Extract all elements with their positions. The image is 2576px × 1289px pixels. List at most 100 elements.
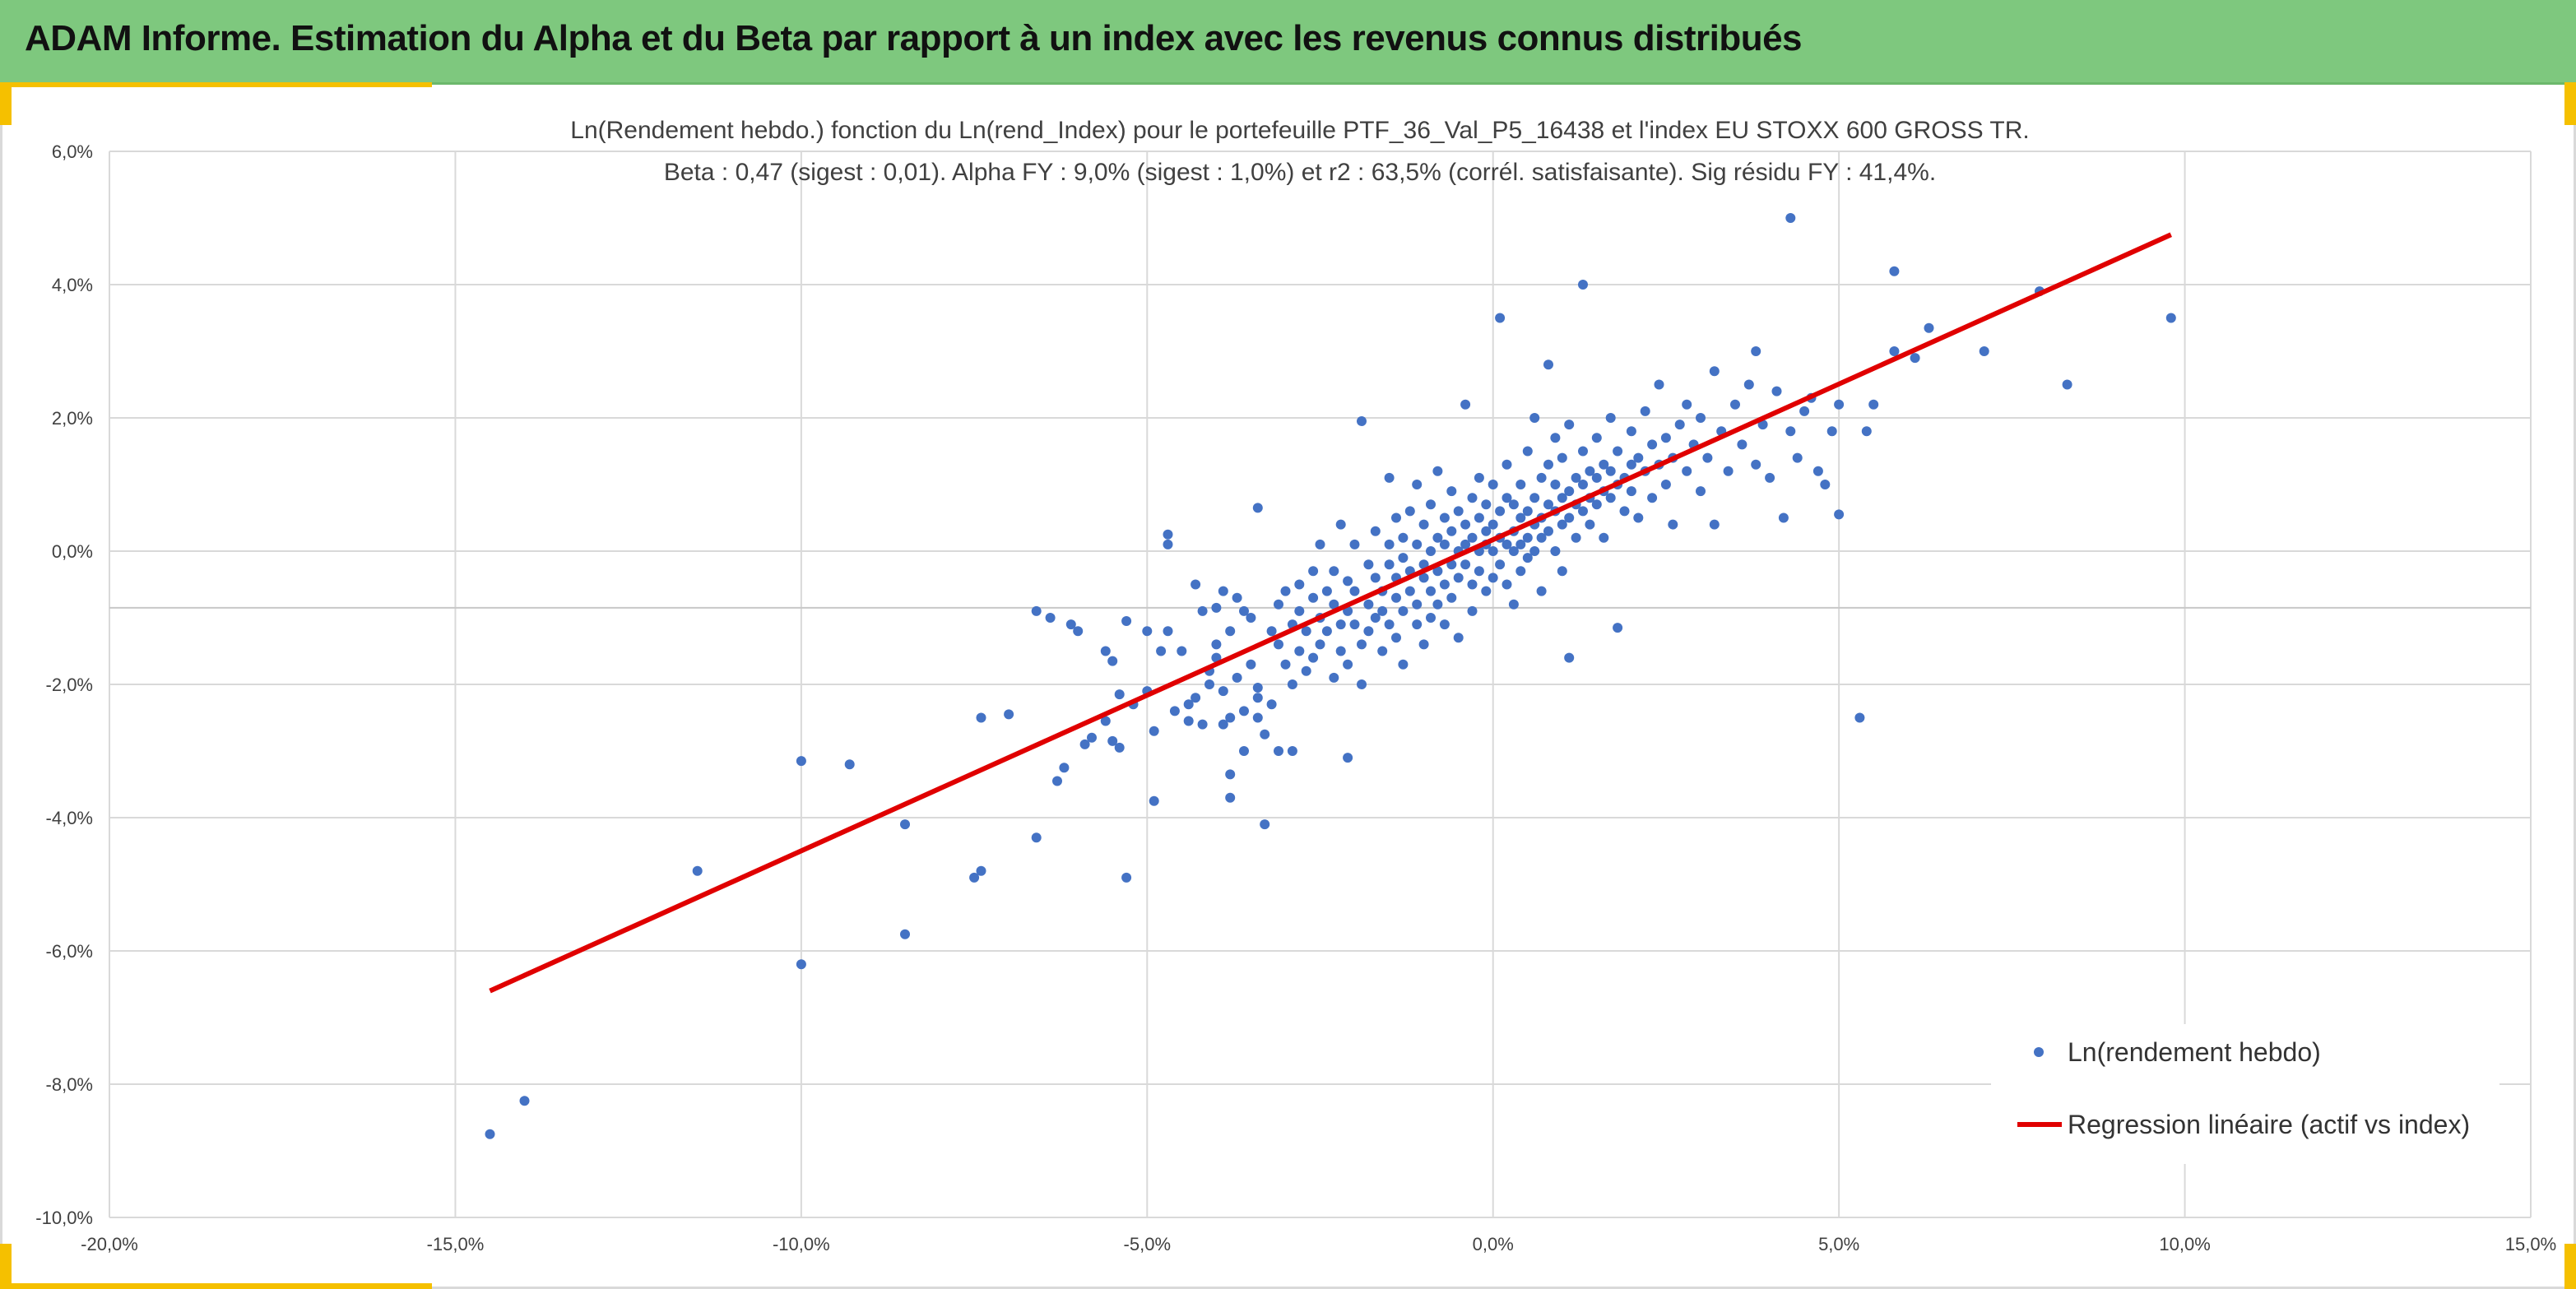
data-point (1287, 746, 1297, 756)
data-point (1163, 539, 1173, 549)
data-point (1329, 566, 1339, 577)
data-point (1432, 566, 1443, 577)
data-point (1260, 729, 1270, 740)
data-point (1481, 499, 1492, 510)
data-point (1515, 480, 1526, 489)
data-point (1377, 646, 1388, 656)
data-point (1391, 592, 1401, 603)
data-point (1377, 605, 1388, 616)
accent-bar-top-left (0, 82, 432, 87)
data-point (1191, 579, 1201, 590)
data-point (1495, 559, 1506, 570)
data-point (2165, 313, 2176, 323)
data-point (1308, 566, 1319, 577)
data-point (1432, 599, 1443, 610)
data-point (1633, 452, 1644, 463)
data-point (1391, 512, 1401, 523)
data-point (1398, 659, 1409, 670)
data-point (1481, 526, 1492, 536)
data-point (1418, 559, 1429, 570)
data-point (1432, 466, 1443, 476)
accent-bar-bottom-left (0, 1283, 432, 1289)
data-point (1529, 493, 1540, 503)
data-point (1453, 506, 1464, 517)
data-point (1474, 512, 1484, 523)
data-point (1343, 576, 1353, 587)
data-point (1868, 399, 1879, 410)
data-point (1467, 579, 1478, 590)
x-tick-label: -20,0% (81, 1234, 138, 1254)
data-point (1585, 519, 1595, 530)
data-point (1730, 399, 1740, 410)
data-point (1384, 472, 1395, 483)
data-point (1585, 466, 1595, 476)
data-point (1467, 605, 1478, 616)
data-point (1696, 413, 1706, 423)
data-point (1335, 646, 1346, 656)
data-point (1785, 213, 1796, 223)
data-point (1149, 726, 1159, 736)
data-point (1591, 472, 1602, 483)
data-point (1460, 399, 1471, 410)
data-point (1647, 439, 1658, 450)
data-point (1467, 493, 1478, 503)
data-point (1826, 426, 1837, 437)
data-point (1280, 659, 1291, 670)
data-point (1488, 573, 1498, 583)
data-point (1218, 686, 1228, 697)
data-point (1439, 539, 1450, 549)
data-point (1121, 872, 1132, 883)
chart-title: Ln(Rendement hebdo.) fonction du Ln(rend… (570, 117, 2029, 144)
data-point (1321, 586, 1332, 596)
data-point (1266, 699, 1277, 710)
data-point (1059, 763, 1070, 773)
data-point (1294, 605, 1305, 616)
regression-line-layer (489, 232, 2172, 994)
data-point (1854, 712, 1865, 723)
data-point (1191, 693, 1201, 703)
data-point (1343, 753, 1353, 763)
data-point (1467, 532, 1478, 543)
data-point (1246, 659, 1256, 670)
x-tick-label: 15,0% (2505, 1234, 2556, 1254)
data-point (1771, 386, 1782, 396)
data-point (1799, 406, 1810, 416)
data-point (1031, 832, 1042, 843)
data-point (1391, 633, 1401, 643)
data-point (1557, 519, 1567, 530)
data-point (1183, 716, 1194, 726)
data-point (1260, 819, 1270, 830)
data-point (1605, 413, 1616, 423)
data-point (1633, 512, 1644, 523)
data-point (1197, 605, 1208, 616)
data-point (1453, 573, 1464, 583)
data-point (1439, 619, 1450, 630)
data-point (1660, 433, 1671, 443)
data-point (1446, 486, 1457, 497)
data-point (1232, 592, 1242, 603)
data-point (1239, 706, 1249, 716)
data-point (1274, 746, 1283, 756)
data-point (1674, 420, 1685, 430)
data-point (1308, 592, 1319, 603)
data-point (1315, 639, 1325, 650)
data-point (1218, 719, 1228, 730)
data-point (1384, 619, 1395, 630)
data-point (1045, 613, 1056, 623)
data-point (1335, 519, 1346, 530)
data-point (1613, 623, 1623, 633)
data-point (1605, 493, 1616, 503)
data-point (1412, 599, 1423, 610)
data-point (1529, 413, 1540, 423)
data-point (1349, 586, 1360, 596)
data-point (1696, 486, 1706, 497)
data-point (1246, 613, 1256, 623)
data-point (1197, 719, 1208, 730)
data-point (1163, 626, 1173, 637)
data-point (1515, 539, 1526, 549)
y-tick-label: 6,0% (52, 141, 93, 162)
data-point (1294, 579, 1305, 590)
data-point (1357, 679, 1367, 689)
data-point (796, 959, 806, 970)
